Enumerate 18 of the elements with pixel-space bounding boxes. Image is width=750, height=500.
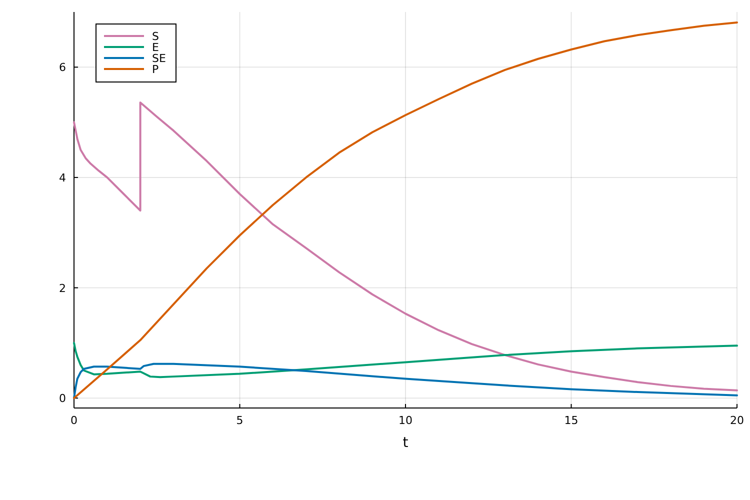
x-tick-label: 10 bbox=[398, 414, 412, 427]
line-series bbox=[73, 101, 738, 392]
x-tick-label: 5 bbox=[236, 414, 244, 427]
legend-label: S bbox=[152, 30, 159, 43]
x-tick-label: 0 bbox=[70, 414, 78, 427]
legend-label: P bbox=[152, 63, 159, 76]
x-tick-label: 20 bbox=[730, 414, 744, 427]
x-axis-title: t bbox=[402, 435, 409, 451]
y-tick-label: 4 bbox=[59, 171, 66, 184]
legend-label: SE bbox=[152, 52, 166, 65]
y-tick-label: 6 bbox=[59, 61, 66, 74]
y-tick-label: 0 bbox=[59, 392, 66, 406]
x-tick-label: 15 bbox=[564, 414, 578, 427]
line-series bbox=[73, 362, 738, 400]
line-series bbox=[73, 21, 738, 400]
legend-label: E bbox=[152, 41, 159, 54]
line-series bbox=[73, 342, 738, 378]
y-tick-label: 2 bbox=[59, 282, 66, 295]
